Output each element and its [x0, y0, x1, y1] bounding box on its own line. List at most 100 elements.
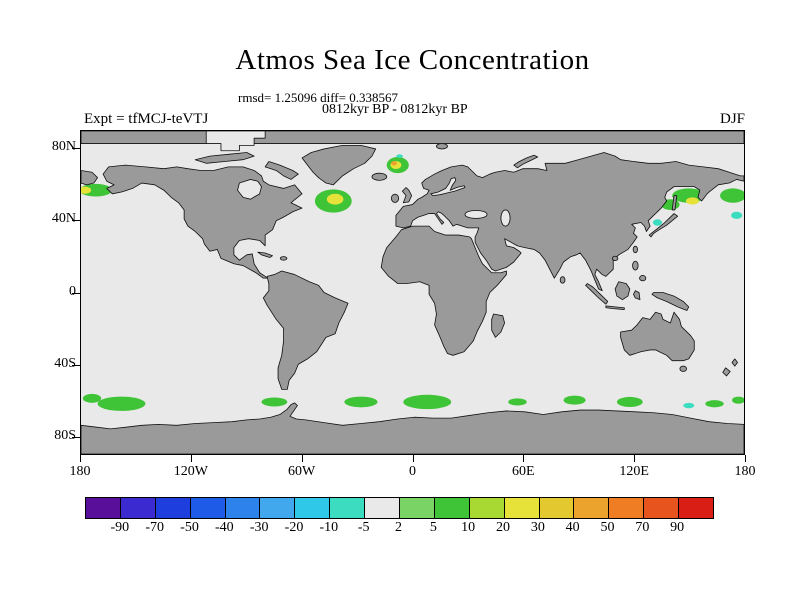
chart-title: Atmos Sea Ice Concentration	[235, 44, 590, 76]
lon-tick-mark	[745, 455, 746, 462]
anomaly-patch	[391, 161, 398, 166]
landmass-greenland	[301, 144, 377, 186]
landmass-africa	[380, 225, 507, 356]
colorbar-tick-label: 70	[635, 520, 650, 535]
colorbar-tick-label: 2	[395, 520, 402, 535]
colorbar-tick-label: -90	[110, 520, 130, 535]
island-japan	[648, 213, 679, 238]
anomaly-patch	[563, 395, 586, 405]
colorbar-cell	[260, 498, 296, 518]
anomaly-patch	[396, 154, 403, 158]
lat-axis-label: 40N	[51, 211, 76, 227]
lat-tick-mark	[72, 436, 80, 438]
colorbar-cell	[155, 498, 191, 518]
island-svalbard	[436, 143, 448, 150]
colorbar-cell	[365, 498, 401, 518]
island-baffin	[264, 161, 299, 180]
island-sumatra	[585, 283, 609, 305]
lon-axis-label: 180	[69, 464, 91, 479]
anomaly-patch	[326, 193, 344, 205]
lat-tick-mark	[72, 148, 80, 150]
anomaly-patch	[81, 183, 113, 197]
anomaly-patch	[82, 393, 102, 403]
season-label: DJF	[719, 111, 745, 127]
colorbar-cell	[609, 498, 645, 518]
colorbar-cell	[120, 498, 156, 518]
sea-caspian	[500, 209, 511, 227]
island-luzon	[632, 260, 639, 271]
island-mindanao	[639, 275, 647, 282]
world-map-svg	[81, 131, 744, 454]
island-ireland	[390, 193, 400, 203]
lat-tick-mark	[72, 364, 80, 366]
colorbar	[85, 497, 714, 519]
colorbar-tick-label: -50	[180, 520, 199, 535]
colorbar-tick-label: 30	[530, 520, 545, 535]
lon-axis-label: 60W	[288, 464, 316, 479]
landmass-south-america	[262, 270, 349, 390]
colorbar-cell	[644, 498, 680, 518]
colorbar-cell	[86, 498, 121, 518]
colorbar-tick-label: -30	[249, 520, 269, 535]
lat-tick-mark	[72, 292, 80, 294]
anomaly-patch	[732, 396, 744, 404]
anomaly-patch	[731, 211, 743, 219]
island-taiwan	[632, 245, 638, 254]
sea-baltic	[430, 177, 466, 197]
lon-tick-mark	[301, 455, 303, 462]
sea-black	[464, 210, 488, 219]
colorbar-cell	[295, 498, 331, 518]
colorbar-cell	[574, 498, 610, 518]
colorbar-tick-label: -10	[319, 520, 339, 535]
arctic-mask-notch	[205, 131, 266, 152]
island-new-zealand-north	[731, 358, 738, 367]
landmass-eurasia	[395, 152, 744, 292]
sea-hudson-bay	[237, 179, 262, 200]
colorbar-cell	[679, 498, 714, 518]
anomaly-patch	[720, 188, 744, 203]
lat-tick-mark	[72, 220, 80, 222]
anomaly-patch	[685, 197, 699, 205]
map-frame	[80, 130, 745, 455]
anomaly-patch	[683, 402, 695, 409]
island-great-britain	[401, 187, 412, 204]
colorbar-cell	[539, 498, 575, 518]
colorbar-cell	[469, 498, 505, 518]
island-hainan	[611, 255, 619, 261]
colorbar-tick-label: 20	[496, 520, 510, 535]
island-new-guinea	[651, 292, 690, 311]
anomaly-patch	[97, 396, 146, 411]
lat-axis-label: 40S	[54, 355, 76, 371]
colorbar-cell	[190, 498, 226, 518]
lon-axis-label: 0	[409, 464, 416, 479]
anomaly-patch	[705, 400, 724, 408]
colorbar-labels: -90 -70 -50 -40 -30 -20 -10 -5 2 5 10 20 30 40 50 70 90	[85, 520, 712, 538]
island-novaya-zemlya	[513, 154, 539, 169]
landmass-antarctica	[81, 402, 744, 454]
landmass-chukotka-wrap	[81, 170, 98, 186]
colorbar-cell	[225, 498, 261, 518]
island-madagascar	[491, 313, 505, 338]
lon-tick-mark	[190, 455, 192, 462]
landmass-australia	[620, 311, 695, 362]
rmsd-diff-stats: rmsd= 1.25096 diff= 0.338567	[238, 90, 398, 105]
colorbar-tick-label: -20	[284, 520, 304, 535]
lat-axis-label: 80S	[54, 427, 76, 443]
anomaly-patch	[652, 219, 663, 226]
anomaly-patch	[508, 398, 527, 406]
island-sri-lanka	[559, 276, 566, 284]
island-sakhalin	[671, 195, 678, 211]
colorbar-tick-label: -5	[357, 520, 370, 535]
lon-axis-label: 120W	[173, 464, 208, 479]
anomaly-patch	[403, 394, 452, 410]
island-borneo	[614, 281, 631, 301]
lon-tick-mark	[412, 455, 414, 462]
anomaly-patch	[81, 186, 92, 194]
island-new-zealand-south	[722, 367, 731, 377]
colorbar-tick-label: 90	[670, 520, 685, 535]
arctic-land-mask	[81, 131, 744, 144]
lat-axis-label: 80N	[51, 139, 76, 155]
colorbar-cell	[330, 498, 366, 518]
lon-tick-mark	[634, 455, 636, 462]
